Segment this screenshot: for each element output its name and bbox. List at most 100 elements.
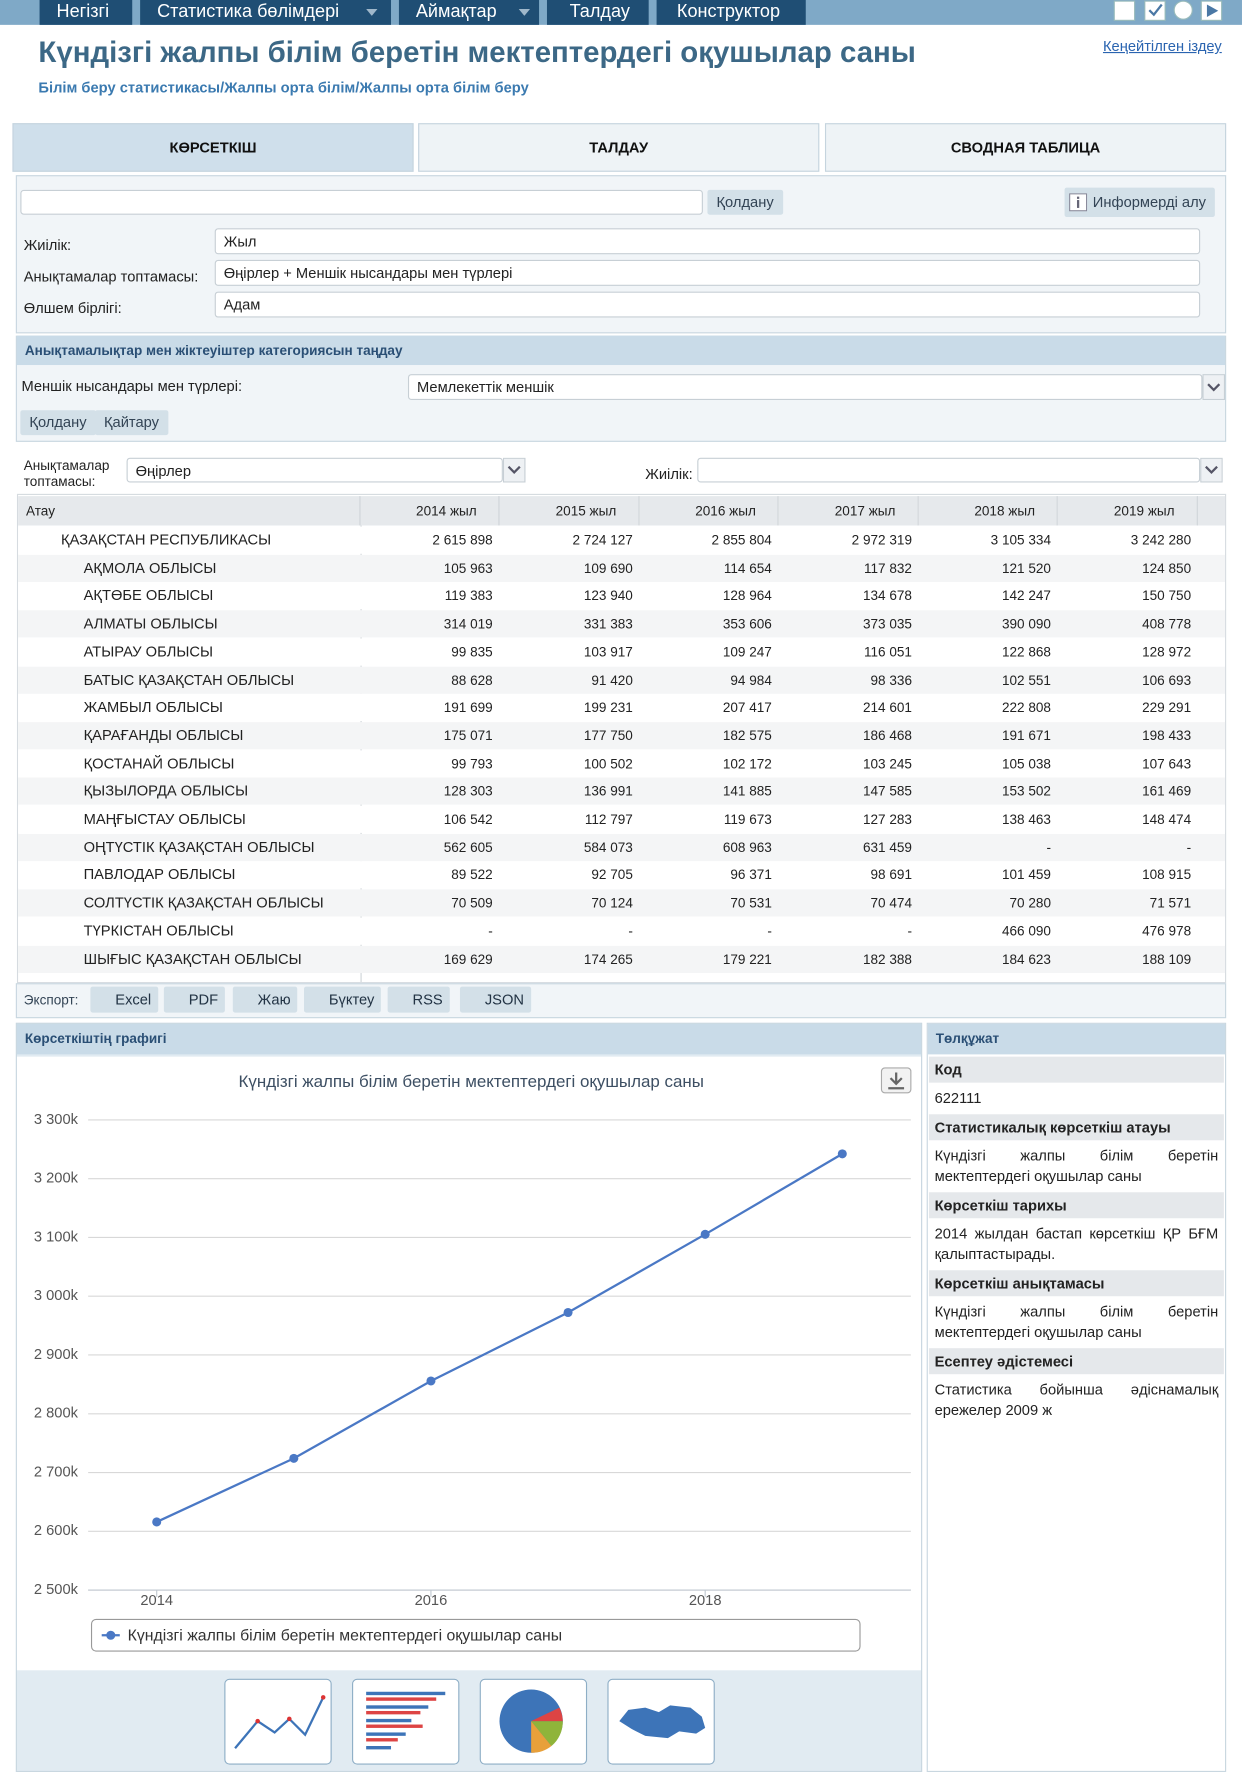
region-name: БАТЫС ҚАЗАҚСТАН ОБЛЫСЫ: [84, 666, 294, 693]
table-cell: 175 071: [361, 722, 500, 749]
nav-item[interactable]: Аймақтар: [399, 0, 539, 25]
table-cell: -: [1058, 834, 1198, 861]
doc-text: 2014 жылдан бастап көрсеткіш ҚР БҒМ қалы…: [929, 1218, 1224, 1270]
region-name: СОЛТҮСТІК ҚАЗАҚСТАН ОБЛЫСЫ: [84, 889, 324, 916]
search-input[interactable]: [20, 190, 703, 215]
select[interactable]: Адам: [215, 292, 1200, 318]
table-cell: 89 522: [361, 862, 500, 889]
apply-button[interactable]: Қолдану: [707, 190, 782, 215]
chart-type-switcher: [224, 1678, 721, 1766]
apply-button[interactable]: Қолдану: [20, 410, 95, 435]
export-button[interactable]: Жаю: [233, 987, 298, 1013]
table-cell: 92 705: [500, 862, 640, 889]
export-button[interactable]: RSS: [388, 987, 450, 1013]
reset-button[interactable]: Қайтару: [95, 410, 168, 435]
select-arrow[interactable]: [1200, 458, 1223, 483]
doc-text: Күндізгі жалпы білім беретін мектептерде…: [929, 1140, 1224, 1192]
region-name: ШЫҒЫС ҚАЗАҚСТАН ОБЛЫСЫ: [84, 945, 302, 972]
nav-item[interactable]: Негізгі: [40, 0, 133, 25]
data-point: [426, 1376, 435, 1385]
select-arrow[interactable]: [503, 458, 526, 483]
select[interactable]: Өңірлер: [127, 458, 503, 483]
tab[interactable]: КӨРСЕТКІШ: [12, 123, 413, 172]
page-title: Күндізгі жалпы білім беретін мектептерде…: [38, 35, 915, 70]
button-label: Жаю: [258, 991, 291, 1008]
region-name: АҚТӨБЕ ОБЛЫСЫ: [84, 582, 214, 609]
y-tick-label: 3 200k: [34, 1171, 79, 1187]
export-button[interactable]: PDF: [164, 987, 225, 1013]
table-cell: 71 571: [1058, 889, 1198, 916]
toolbar-icons: [1113, 0, 1226, 23]
nav-item[interactable]: Конструктор: [657, 0, 806, 25]
export-button[interactable]: JSON: [460, 987, 531, 1013]
table-cell: 128 972: [1058, 638, 1198, 665]
table-cell: 98 691: [779, 862, 919, 889]
field-label: Анықтамалар топтамасы:: [24, 458, 120, 490]
table-cell: 102 172: [640, 750, 779, 777]
table-cell: 2 724 127: [500, 527, 640, 554]
advanced-search-link[interactable]: Кеңейтілген іздеу: [1103, 37, 1222, 54]
y-tick-label: 3 000k: [34, 1288, 79, 1304]
select[interactable]: [697, 458, 1200, 483]
check-icon[interactable]: [1145, 1, 1165, 20]
map-chart-button[interactable]: [608, 1679, 714, 1764]
tab[interactable]: ТАЛДАУ: [418, 123, 819, 172]
button-label: PDF: [189, 991, 218, 1008]
nav-item[interactable]: Статистика бөлімдері: [140, 0, 391, 25]
table-cell: 214 601: [779, 694, 919, 721]
table-cell: 182 388: [779, 945, 919, 972]
select[interactable]: Жыл: [215, 228, 1200, 254]
region-name: АҚМОЛА ОБЛЫСЫ: [84, 555, 217, 582]
table-cell: 229 291: [1058, 694, 1198, 721]
select[interactable]: Өңірлер + Меншік нысандары мен түрлері: [215, 260, 1200, 286]
table-cell: 99 793: [361, 750, 500, 777]
table-cell: 390 090: [919, 610, 1058, 637]
export-button[interactable]: Бүктеу: [304, 987, 381, 1013]
table-cell: 117 832: [779, 555, 919, 582]
print-icon[interactable]: [1114, 1, 1134, 20]
y-tick-label: 2 800k: [34, 1406, 79, 1422]
y-tick-label: 2 700k: [34, 1464, 79, 1480]
table-cell: 373 035: [779, 610, 919, 637]
table-cell: 182 575: [640, 722, 779, 749]
table-cell: 106 693: [1058, 666, 1198, 693]
table-cell: -: [640, 917, 779, 944]
table-cell: 186 468: [779, 722, 919, 749]
informer-button[interactable]: Информерді алу: [1065, 188, 1216, 217]
tab[interactable]: СВОДНАЯ ТАБЛИЦА: [825, 123, 1226, 172]
table-cell: 119 383: [361, 582, 500, 609]
line-chart-button[interactable]: [225, 1679, 331, 1764]
table-cell: 127 283: [779, 806, 919, 833]
download-button[interactable]: [881, 1068, 910, 1093]
doc-heading: Код: [929, 1057, 1224, 1083]
column-header: 2017 жыл: [779, 496, 919, 525]
table-cell: 103 917: [500, 638, 640, 665]
region-name: ОҢТҮСТІК ҚАЗАҚСТАН ОБЛЫСЫ: [84, 834, 315, 861]
legend-label[interactable]: Күндізгі жалпы білім беретін мектептерде…: [128, 1628, 562, 1645]
bar-chart-button[interactable]: [353, 1679, 459, 1764]
table-cell: 122 868: [919, 638, 1058, 665]
y-tick-label: 2 500k: [34, 1582, 79, 1598]
table-cell: 106 542: [361, 806, 500, 833]
nav-item[interactable]: Талдау: [547, 0, 649, 25]
table-cell: 128 964: [640, 582, 779, 609]
help-icon[interactable]: [1174, 1, 1192, 19]
select-arrow[interactable]: [1202, 374, 1225, 400]
nav-label: Статистика бөлімдері: [157, 2, 339, 21]
x-tick-label: 2018: [689, 1593, 722, 1609]
table-cell: 116 051: [779, 638, 919, 665]
data-table: Атау2014 жыл2015 жыл2016 жыл2017 жыл2018…: [17, 494, 1226, 983]
select[interactable]: Мемлекеттік меншік: [408, 374, 1202, 400]
table-cell: 70 474: [779, 889, 919, 916]
region-name: ҚОСТАНАЙ ОБЛЫСЫ: [84, 750, 235, 777]
table-cell: 141 885: [640, 778, 779, 805]
table-cell: 124 850: [1058, 555, 1198, 582]
doc-heading: Көрсеткіш тарихы: [929, 1192, 1224, 1218]
x-tick-label: 2014: [140, 1593, 173, 1609]
table-cell: 147 585: [779, 778, 919, 805]
export-button[interactable]: Excel: [90, 987, 158, 1013]
pie-chart-button[interactable]: [480, 1679, 586, 1764]
table-cell: 3 105 334: [919, 527, 1058, 554]
table-cell: 476 978: [1058, 917, 1198, 944]
